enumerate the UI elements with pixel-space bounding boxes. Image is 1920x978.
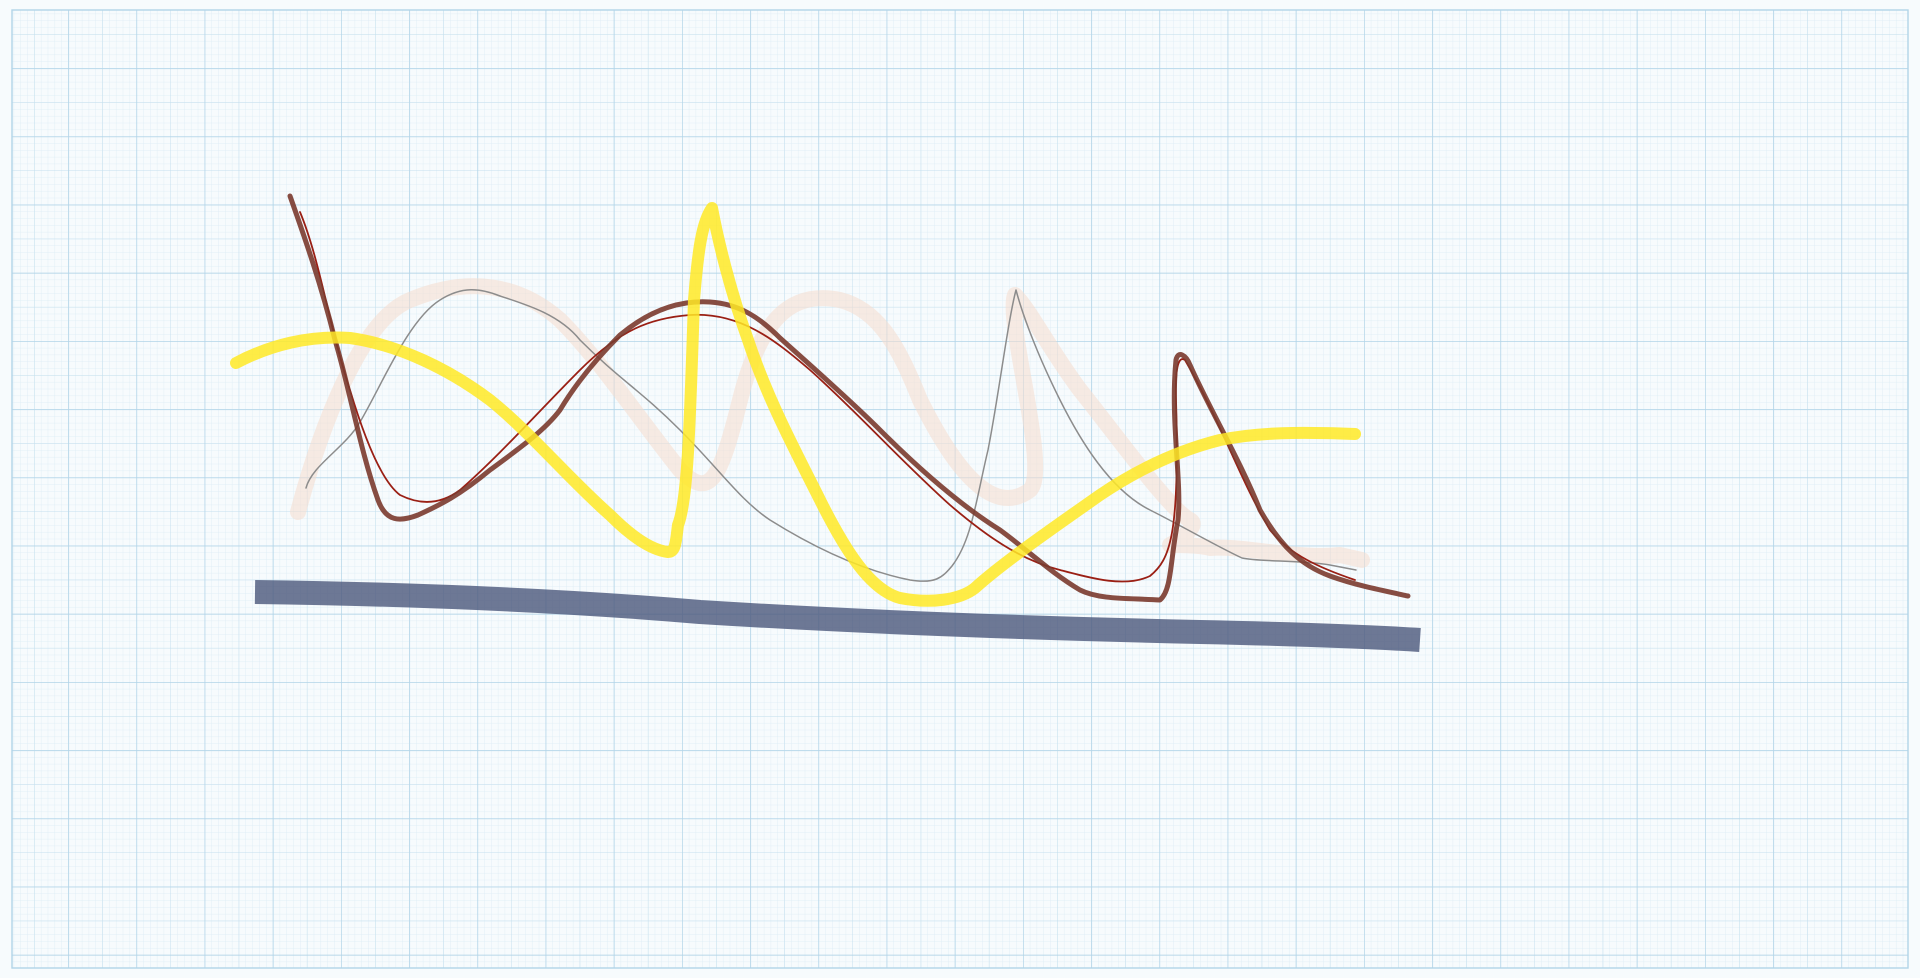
brown-pencil-stroke[interactable] — [287, 193, 1411, 603]
yellow-highlighter-stroke[interactable] — [230, 202, 1361, 607]
peach-highlighter-stroke[interactable] — [290, 278, 1370, 568]
slate-marker-stroke[interactable] — [254, 580, 1421, 652]
